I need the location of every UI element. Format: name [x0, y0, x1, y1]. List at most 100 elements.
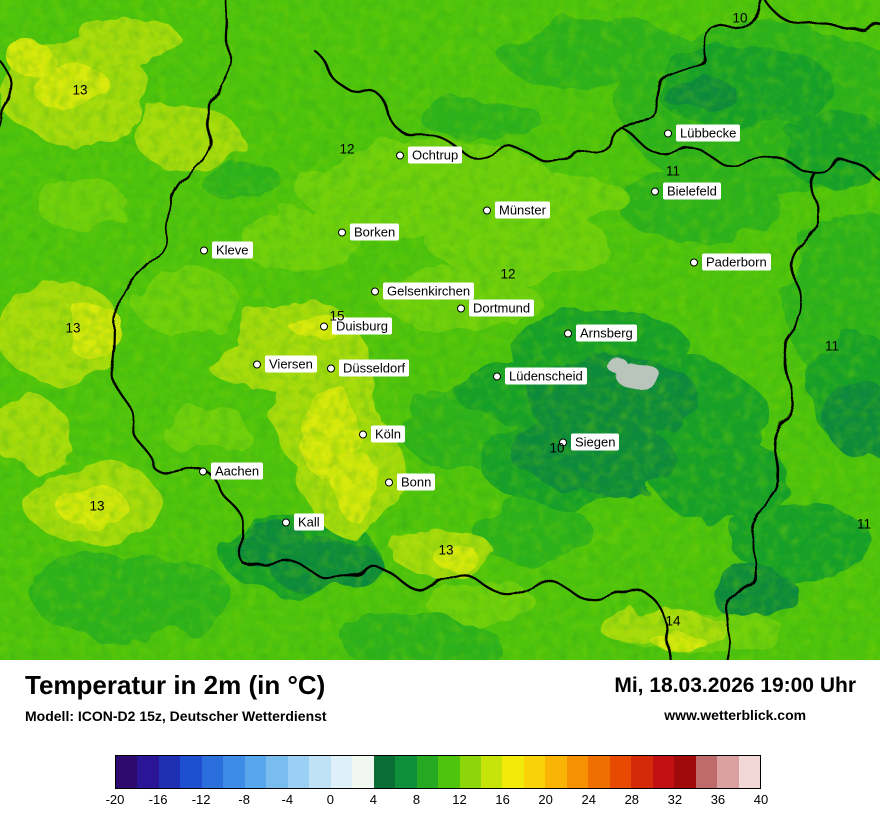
city-label: Dortmund: [469, 299, 535, 317]
city-label: Gelsenkirchen: [383, 282, 475, 300]
legend-tick: 4: [369, 792, 378, 807]
footer: Temperatur in 2m (in °C) Modell: ICON-D2…: [0, 660, 880, 830]
city-label: Lübbecke: [676, 124, 741, 142]
city-marker-bielefeld: Bielefeld: [651, 182, 721, 200]
city-label: Paderborn: [702, 253, 771, 271]
temperature-value-label: 13: [89, 498, 105, 514]
city-label: Siegen: [571, 433, 620, 451]
forecast-datetime: Mi, 18.03.2026 19:00 Uhr: [614, 674, 856, 697]
city-dot: [199, 467, 207, 475]
temperature-value-label: 11: [856, 516, 872, 532]
legend-segment: [717, 756, 739, 788]
state-borders: [0, 0, 880, 660]
legend-tick: 0: [326, 792, 334, 807]
legend-segment: [266, 756, 288, 788]
city-dot: [385, 478, 393, 486]
legend-segment: [116, 756, 138, 788]
legend-segment: [545, 756, 567, 788]
legend-segment: [588, 756, 610, 788]
legend-tick: 8: [412, 792, 421, 807]
city-dot: [664, 129, 672, 137]
legend-tick: -16: [148, 792, 168, 807]
legend-segment: [523, 756, 546, 788]
city-label: Bonn: [397, 473, 436, 491]
city-marker-kleve: Kleve: [200, 241, 253, 259]
temperature-value-label: 10: [549, 440, 565, 456]
legend-tick: -8: [238, 792, 250, 807]
temperature-value-label: 13: [65, 320, 81, 336]
snow-patch: [607, 359, 661, 388]
legend-segment: [330, 756, 353, 788]
legend-tick: 20: [538, 792, 553, 807]
city-label: Aachen: [211, 462, 264, 480]
temperature-map-graphic: [0, 0, 880, 660]
city-dot: [483, 206, 491, 214]
legend-tick: -12: [191, 792, 211, 807]
city-marker-borken: Borken: [338, 223, 400, 241]
city-label: Kall: [294, 513, 324, 531]
city-marker-aachen: Aachen: [199, 462, 264, 480]
city-marker-siegen: Siegen: [559, 433, 620, 451]
legend-segment: [459, 756, 481, 788]
city-label: Bielefeld: [663, 182, 721, 200]
city-marker-bonn: Bonn: [385, 473, 436, 491]
city-label: Münster: [495, 201, 550, 219]
city-label: Duisburg: [332, 317, 393, 335]
temperature-legend: -20 -16 -12 -8 -4 0 4 8 12 16 20 24 28 32 36 40: [106, 755, 768, 812]
legend-segment: [395, 756, 417, 788]
temperature-value-label: 12: [500, 266, 516, 282]
legend-segment: [309, 756, 331, 788]
temperature-value-label: 13: [438, 542, 454, 558]
city-label: Köln: [371, 425, 406, 443]
legend-tick: 12: [452, 792, 467, 807]
city-dot: [327, 364, 335, 372]
legend-segment: [373, 756, 396, 788]
legend-tick: 40: [753, 792, 769, 807]
legend-segment: [695, 756, 718, 788]
city-label: Düsseldorf: [339, 359, 410, 377]
city-marker-kall: Kall: [282, 513, 324, 531]
city-dot: [559, 438, 567, 446]
temperature-value-label: 14: [665, 613, 681, 629]
legend-segment: [137, 756, 159, 788]
city-marker-ochtrup: Ochtrup: [396, 146, 463, 164]
legend-segment: [566, 756, 589, 788]
date-block: Mi, 18.03.2026 19:00 Uhr www.wetterblick…: [614, 674, 856, 723]
legend-tick: 28: [624, 792, 640, 807]
legend-tick: 24: [581, 792, 596, 807]
legend-segment: [438, 756, 460, 788]
city-marker-gelsenkirchen: Gelsenkirchen: [371, 282, 475, 300]
city-label: Lüdenscheid: [505, 367, 587, 385]
city-label: Borken: [350, 223, 400, 241]
temperature-value-label: 15: [329, 308, 345, 324]
model-info: Modell: ICON-D2 15z, Deutscher Wetterdie…: [25, 708, 327, 724]
city-dot: [359, 430, 367, 438]
legend-tick: 36: [710, 792, 726, 807]
city-dot: [493, 372, 501, 380]
temperature-value-label: 12: [339, 141, 355, 157]
legend-color-bar: [115, 755, 761, 789]
city-label: Ochtrup: [408, 146, 463, 164]
city-dot: [690, 258, 698, 266]
city-dot: [282, 518, 290, 526]
city-marker-arnsberg: Arnsberg: [564, 324, 637, 342]
page-title: Temperatur in 2m (in °C): [25, 670, 326, 700]
city-marker-paderborn: Paderborn: [690, 253, 771, 271]
legend-tick: 16: [495, 792, 510, 807]
city-marker-dortmund: Dortmund: [457, 299, 535, 317]
city-label: Viersen: [265, 355, 317, 373]
city-dot: [338, 228, 346, 236]
legend-segment: [201, 756, 224, 788]
temperature-value-label: 10: [732, 10, 748, 26]
map-noise-light: [0, 0, 880, 660]
city-dot: [253, 360, 261, 368]
temperature-value-label: 11: [665, 163, 681, 179]
legend-segment: [244, 756, 267, 788]
legend-segment: [158, 756, 181, 788]
temperature-value-label: 11: [824, 338, 840, 354]
city-marker-duisburg: Duisburg: [320, 317, 393, 335]
city-marker-muenster: Münster: [483, 201, 550, 219]
legend-segment: [631, 756, 653, 788]
city-dot: [320, 322, 328, 330]
